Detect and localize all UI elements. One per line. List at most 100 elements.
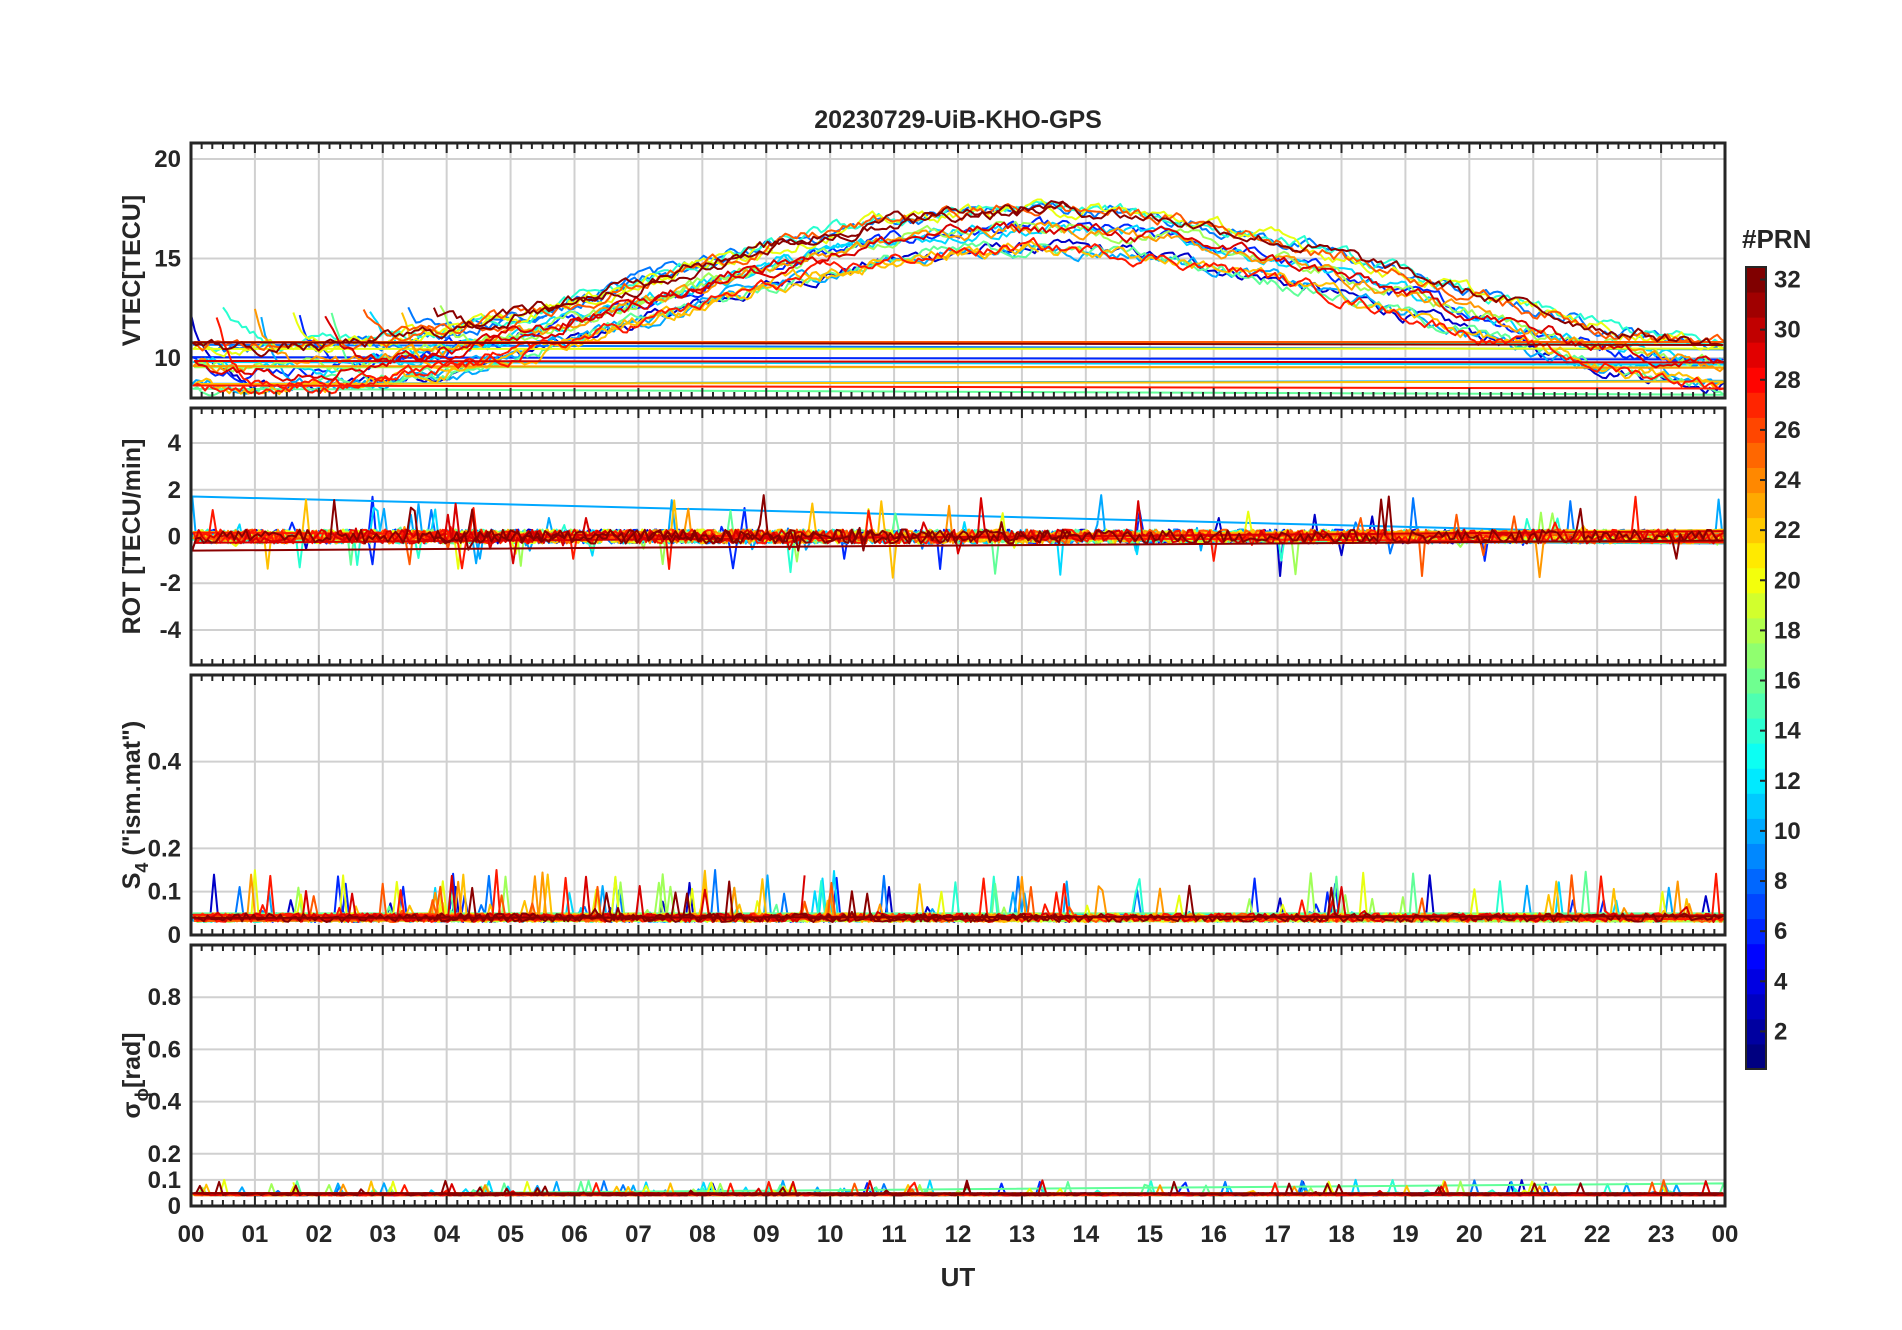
x-tick-label: 13 [1009,1221,1036,1248]
colorbar-segment [1746,317,1766,343]
colorbar-segment [1746,993,1766,1020]
colorbar-segment [1746,492,1766,519]
y-tick-label: 0.2 [148,835,181,862]
colorbar-tick-label: 14 [1774,718,1801,745]
y-axis-label: S4 ("ism.mat") [118,721,152,890]
x-tick-label: 17 [1264,1221,1291,1248]
colorbar-tick-label: 28 [1774,367,1801,394]
colorbar-segment [1746,517,1766,544]
x-tick-label: 16 [1200,1221,1227,1248]
colorbar-segment [1746,542,1766,569]
colorbar-segment [1746,567,1766,594]
colorbar-segment [1746,793,1766,819]
x-tick-label: 05 [497,1221,524,1248]
series-prn-32 [191,494,1724,560]
colorbar-tick-label: 26 [1774,417,1801,444]
colorbar-segment [1746,668,1766,694]
colorbar-tick-label: 6 [1774,918,1787,945]
series-group [191,494,1725,579]
colorbar-segment [1746,342,1766,368]
y-tick-label: 20 [154,146,181,173]
x-tick-label: 04 [433,1221,460,1248]
series-prn-14 [191,200,1724,353]
y-tick-label: 0.8 [148,984,181,1011]
y-axis-label-rest: [rad] [118,1032,146,1088]
x-tick-label: 01 [242,1221,269,1248]
x-axis-label: UT [941,1262,976,1292]
x-tick-label: 03 [369,1221,396,1248]
colorbar-segment [1746,768,1766,794]
colorbar-segment [1746,392,1766,418]
y-axis-label-sub: 4 [132,863,152,873]
y-axis-label: σϕ[rad] [118,1032,152,1118]
colorbar-tick-label: 22 [1774,517,1801,544]
x-tick-label: 20 [1456,1221,1483,1248]
colorbar-segment [1746,918,1766,945]
colorbar-segment [1746,1018,1766,1045]
x-tick-label: 14 [1072,1221,1099,1248]
y-tick-label: 0.1 [148,1167,181,1194]
y-tick-label: 10 [154,345,181,372]
colorbar-segment [1746,818,1766,844]
colorbar-segment [1746,868,1766,895]
chart-title: 20230729-UiB-KHO-GPS [814,106,1102,134]
series-prn-32 [191,1179,1724,1197]
colorbar-segment [1746,417,1766,443]
series-prn-28 [192,237,1725,395]
y-tick-label: 2 [168,477,181,504]
y-axis-label: VTEC[TECU] [118,195,146,346]
y-tick-label: 0 [168,922,181,949]
colorbar-tick-label: 24 [1774,467,1801,494]
series-group [191,869,1725,923]
x-tick-label: 22 [1584,1221,1611,1248]
series-prn-22 [193,240,1725,396]
series-prn-30 [193,221,1725,382]
colorbar-segment [1746,843,1766,869]
colorbar-segment [1746,467,1766,494]
panel-rot: -4 -2 0 2 4 ROT [TECU/min] [118,406,1727,667]
colorbar-segment [1746,292,1766,318]
x-tick-label: 21 [1520,1221,1547,1248]
x-tick-label: 07 [625,1221,652,1248]
colorbar-segment [1746,1043,1766,1070]
y-tick-label: 0 [168,524,181,551]
colorbar-tick-label: 30 [1774,317,1801,344]
colorbar-tick-label: 2 [1774,1018,1787,1045]
x-tick-label: 18 [1328,1221,1355,1248]
colorbar-segment [1746,943,1766,970]
y-axis-label-rest: ("ism.mat") [118,721,146,863]
y-tick-label: 0.4 [148,749,182,776]
x-tick-label: 06 [561,1221,588,1248]
x-tick-label: 15 [1136,1221,1163,1248]
y-axis-label-sub: ϕ [132,1088,152,1102]
panel-sigphi: 00.10.2 0.4 0.6 0.8 σϕ[rad] [118,943,1727,1220]
colorbar-tick-label: 18 [1774,617,1801,644]
colorbar-segment [1746,367,1766,393]
series-prn-16 [192,240,1725,397]
x-tick-label: 08 [689,1221,716,1248]
series-group [191,198,1725,397]
colorbar-segment [1746,442,1766,468]
y-axis-label-main: σ [118,1101,146,1118]
colorbar-segment [1746,592,1766,619]
x-tick-label: 02 [305,1221,332,1248]
y-tick-label: -4 [160,617,182,644]
panel-s4: 00.10.20.4S4 ("ism.mat") [118,673,1727,949]
colorbar-segment [1746,893,1766,920]
x-tick-label: 00 [178,1221,205,1248]
colorbar-segment [1746,743,1766,769]
colorbar-segment [1746,267,1766,293]
y-tick-label: 4 [168,430,182,457]
colorbar-segment [1746,642,1766,669]
series-prn-32 [191,880,1724,923]
colorbar-tick-label: 12 [1774,768,1801,795]
x-tick-label: 23 [1648,1221,1675,1248]
y-axis-label: ROT [TECU/min] [118,439,146,635]
y-axis-label-main: S [118,873,146,890]
colorbar-segment [1746,718,1766,744]
x-tick-label: 00 [1712,1221,1739,1248]
x-tick-label: 11 [881,1221,906,1248]
